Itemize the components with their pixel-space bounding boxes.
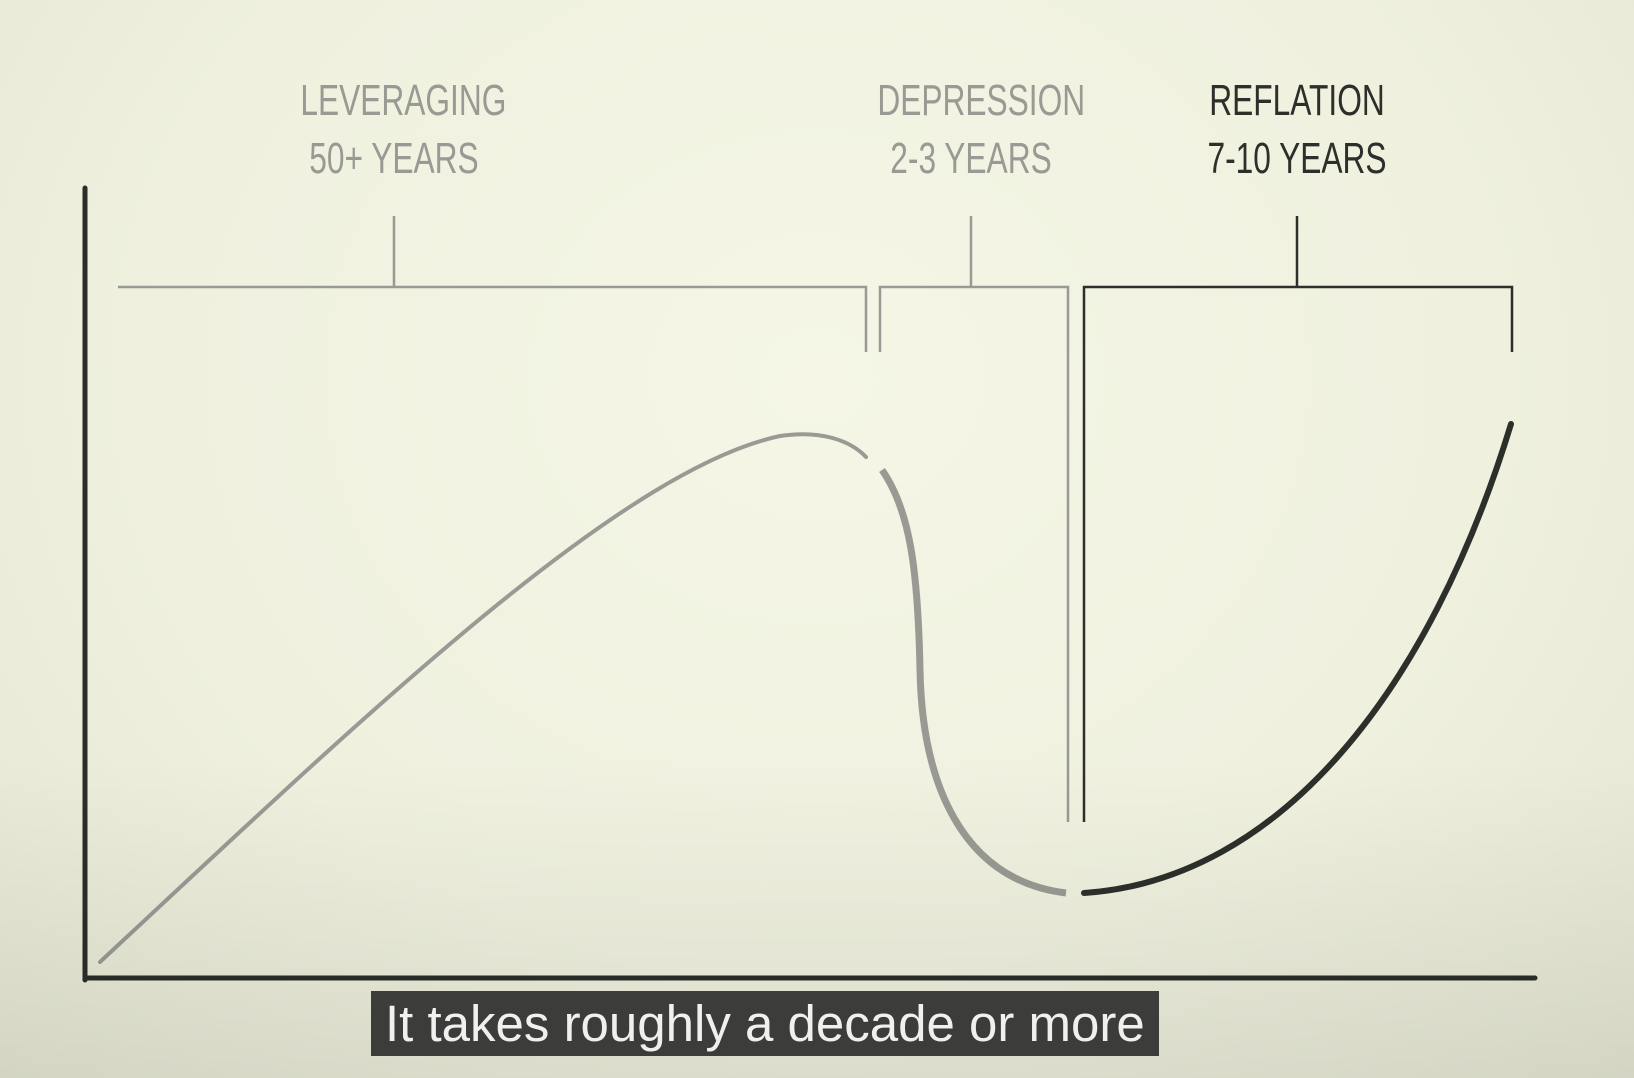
bracket-reflation [1082,216,1514,822]
phase-label-reflation: REFLATION 7-10 YEARS [1203,72,1390,188]
phase-title: REFLATION [1209,76,1385,125]
curve-leveraging [98,432,868,964]
video-caption: It takes roughly a decade or more [371,991,1159,1056]
curve-depression [879,467,1067,897]
bracket-depression [878,216,1070,822]
phase-label-leveraging: LEVERAGING 50+ YEARS [300,72,507,188]
phase-title: DEPRESSION [877,76,1086,125]
bracket-leveraging [118,216,868,352]
phase-duration: 50+ YEARS [309,134,479,183]
phase-duration: 7-10 YEARS [1207,134,1387,183]
phase-duration: 2-3 YEARS [890,134,1052,183]
curve-reflation [1081,421,1514,896]
phase-label-depression: DEPRESSION 2-3 YEARS [877,72,1086,188]
phase-title: LEVERAGING [300,76,507,125]
